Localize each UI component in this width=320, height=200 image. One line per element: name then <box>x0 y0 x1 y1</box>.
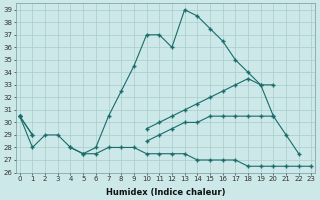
X-axis label: Humidex (Indice chaleur): Humidex (Indice chaleur) <box>106 188 225 197</box>
